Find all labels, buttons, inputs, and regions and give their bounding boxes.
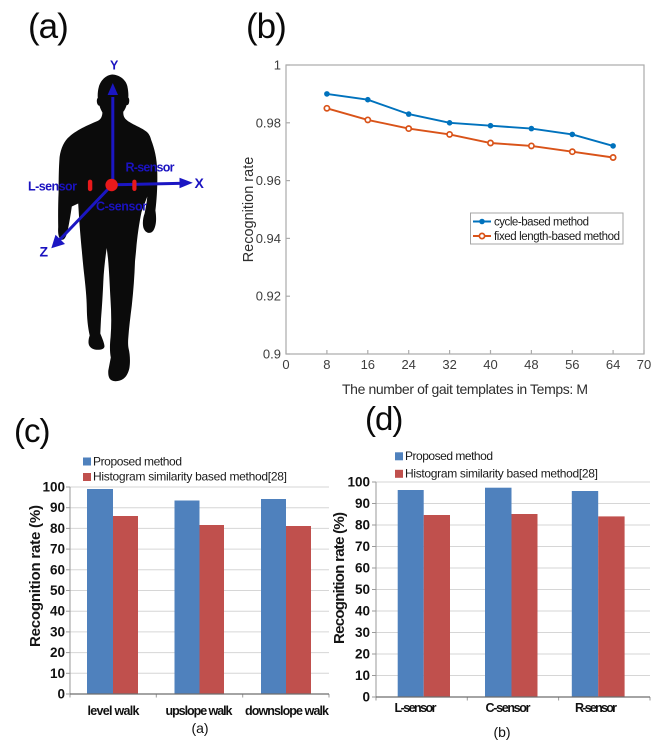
svg-text:L-sensor: L-sensor: [28, 180, 77, 194]
svg-text:Y: Y: [110, 59, 119, 73]
svg-text:60: 60: [355, 561, 370, 576]
svg-text:70: 70: [355, 539, 370, 554]
svg-text:Recognition rate (%): Recognition rate (%): [331, 512, 348, 644]
svg-text:X: X: [195, 175, 205, 191]
svg-text:1: 1: [274, 58, 281, 73]
svg-text:Histogram similarity based met: Histogram similarity based method[28]: [405, 466, 598, 480]
svg-text:0: 0: [57, 687, 65, 702]
svg-text:30: 30: [355, 625, 370, 640]
svg-text:Histogram similarity based met: Histogram similarity based method[28]: [93, 470, 287, 484]
svg-text:10: 10: [50, 666, 65, 681]
svg-text:48: 48: [524, 357, 538, 372]
svg-text:0.98: 0.98: [256, 115, 281, 130]
svg-text:30: 30: [50, 624, 65, 639]
svg-text:50: 50: [50, 583, 65, 598]
svg-text:80: 80: [355, 518, 370, 533]
svg-text:The number of gait templates i: The number of gait templates in Temps: M: [342, 381, 588, 397]
svg-text:Proposed method: Proposed method: [93, 455, 182, 469]
svg-text:100: 100: [42, 480, 65, 495]
svg-text:100: 100: [347, 475, 370, 490]
svg-text:70: 70: [637, 357, 651, 372]
svg-text:L-sensor: L-sensor: [395, 701, 437, 715]
svg-text:40: 40: [355, 604, 370, 619]
svg-text:16: 16: [361, 357, 375, 372]
svg-text:40: 40: [50, 604, 65, 619]
svg-text:20: 20: [50, 645, 65, 660]
svg-text:56: 56: [565, 357, 579, 372]
svg-text:0.94: 0.94: [256, 231, 281, 246]
svg-text:0: 0: [362, 690, 370, 705]
svg-text:20: 20: [355, 647, 370, 662]
svg-text:0.96: 0.96: [256, 173, 281, 188]
svg-text:Proposed method: Proposed method: [405, 449, 493, 463]
svg-text:90: 90: [355, 496, 370, 511]
svg-text:32: 32: [442, 357, 456, 372]
svg-text:level walk: level walk: [88, 704, 140, 718]
svg-text:70: 70: [50, 542, 65, 557]
svg-text:fixed length-based method: fixed length-based method: [494, 231, 620, 243]
svg-text:0.92: 0.92: [256, 289, 281, 304]
svg-text:40: 40: [483, 357, 497, 372]
svg-text:10: 10: [355, 668, 370, 683]
svg-text:60: 60: [50, 562, 65, 577]
svg-text:(b): (b): [493, 724, 510, 740]
svg-text:(a): (a): [191, 720, 208, 736]
svg-text:8: 8: [323, 357, 330, 372]
svg-text:Recognition rate (%): Recognition rate (%): [27, 505, 44, 647]
svg-text:upslope walk: upslope walk: [166, 704, 233, 718]
svg-text:0.9: 0.9: [263, 347, 281, 362]
svg-text:50: 50: [355, 582, 370, 597]
svg-text:0: 0: [282, 357, 289, 372]
svg-text:downslope walk: downslope walk: [245, 704, 329, 718]
svg-text:80: 80: [50, 521, 65, 536]
svg-text:C-sensor: C-sensor: [96, 200, 147, 214]
svg-text:24: 24: [401, 357, 415, 372]
svg-text:Z: Z: [40, 244, 49, 260]
svg-text:R-sensor: R-sensor: [575, 701, 617, 715]
svg-text:cycle-based method: cycle-based method: [494, 217, 589, 229]
svg-text:C-sensor: C-sensor: [486, 701, 531, 715]
svg-text:90: 90: [50, 500, 65, 515]
svg-text:Recognition rate: Recognition rate: [241, 157, 257, 263]
svg-text:64: 64: [606, 357, 620, 372]
svg-text:R-sensor: R-sensor: [126, 161, 175, 175]
